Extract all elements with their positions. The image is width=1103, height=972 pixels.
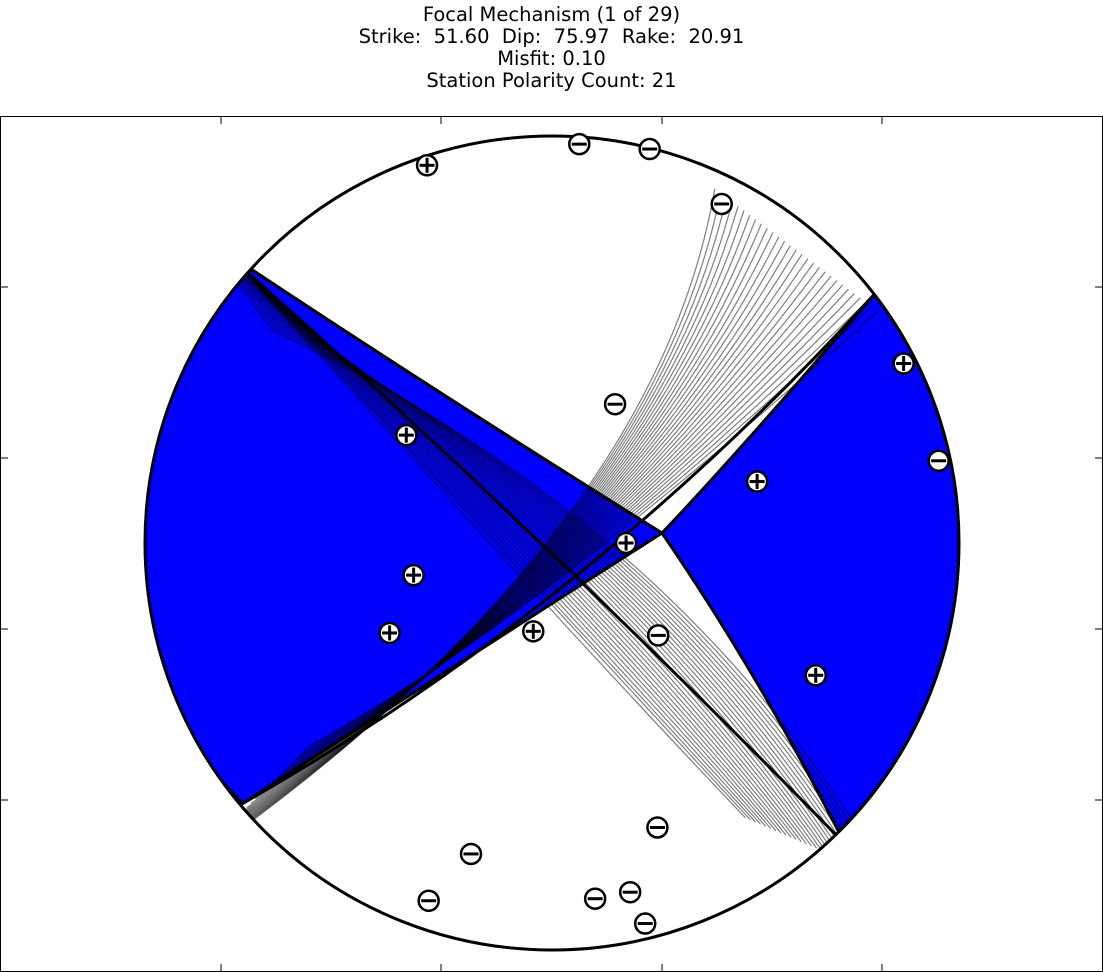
- misfit-label: Misfit: 0.10: [497, 47, 606, 70]
- chart-title: Focal Mechanism (1 of 29): [422, 3, 681, 26]
- station-dilatation-marker: [927, 449, 950, 473]
- station-compression-marker: [522, 620, 545, 643]
- station-compression-marker: [378, 621, 401, 645]
- alt-nodal-plane: [298, 301, 867, 756]
- station-count-label: Station Polarity Count: 21: [426, 69, 677, 92]
- alt-nodal-plane: [290, 293, 855, 765]
- axis-ticks: [1, 117, 1102, 971]
- nodal-plane-a: [221, 248, 847, 846]
- station-dilatation-marker: [710, 192, 733, 216]
- alt-nodal-plane: [276, 280, 838, 778]
- alt-nodal-plane: [265, 323, 884, 877]
- alt-nodal-plane: [272, 275, 832, 782]
- station-dilatation-marker: [646, 624, 670, 647]
- station-dilatation-marker: [646, 816, 669, 839]
- station-dilatation-marker: [638, 137, 661, 161]
- station-dilatation-marker: [417, 889, 440, 913]
- station-dilatation-marker: [568, 132, 591, 156]
- station-compression-marker: [395, 423, 418, 447]
- station-dilatation-marker: [583, 887, 607, 910]
- station-compression-marker: [614, 531, 638, 555]
- alt-nodal-plane: [268, 328, 889, 880]
- station-compression-marker: [892, 352, 915, 375]
- nodal-planes: [166, 186, 889, 880]
- mechanism-parameters: Strike: 51.60 Dip: 75.97 Rake: 20.91: [358, 25, 745, 48]
- alt-nodal-plane: [294, 297, 861, 761]
- nodal-plane-b: [241, 289, 879, 805]
- station-dilatation-marker: [603, 392, 627, 416]
- station-compression-marker: [402, 563, 425, 587]
- alt-nodal-plane: [281, 284, 844, 774]
- alt-nodal-plane: [307, 310, 879, 748]
- beachball-outline: [143, 134, 961, 952]
- alt-nodal-plane: [285, 288, 849, 769]
- chart-title-block: Focal Mechanism (1 of 29) Strike: 51.60 …: [0, 4, 1103, 92]
- station-compression-marker: [415, 154, 439, 177]
- station-polarities: [378, 132, 950, 935]
- station-dilatation-marker: [618, 880, 642, 904]
- station-dilatation-marker: [633, 912, 657, 935]
- station-compression-marker: [745, 470, 769, 493]
- alt-nodal-plane: [268, 271, 826, 787]
- station-compression-marker: [804, 664, 827, 687]
- station-dilatation-marker: [459, 842, 483, 866]
